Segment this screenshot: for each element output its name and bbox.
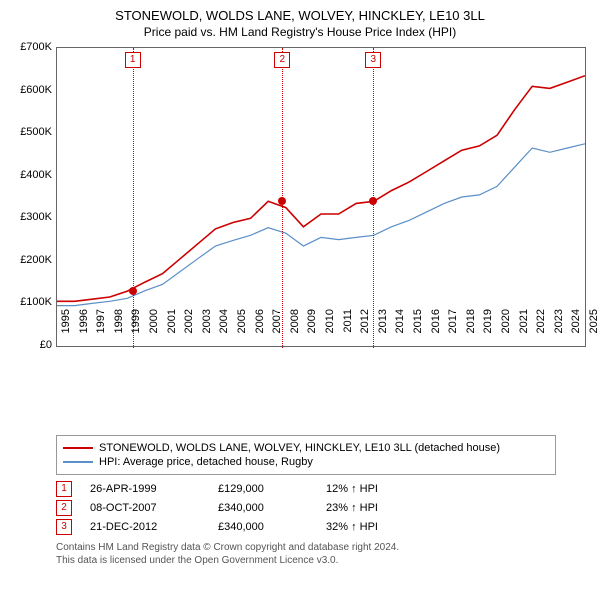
marker-box: 1 xyxy=(125,52,141,68)
legend-row-1: STONEWOLD, WOLDS LANE, WOLVEY, HINCKLEY,… xyxy=(63,442,549,454)
plot-area: 1 2 3 xyxy=(56,47,586,347)
transaction-row: 1 26-APR-1999 £129,000 12% ↑ HPI xyxy=(56,481,592,497)
legend-box: STONEWOLD, WOLDS LANE, WOLVEY, HINCKLEY,… xyxy=(56,435,556,475)
y-tick-label: £200K xyxy=(8,254,52,266)
x-tick-label: 2019 xyxy=(482,309,494,349)
x-tick-label: 2025 xyxy=(588,309,600,349)
y-tick-label: £600K xyxy=(8,84,52,96)
legend-swatch-1 xyxy=(63,447,93,449)
footer-line-1: Contains HM Land Registry data © Crown c… xyxy=(56,541,592,554)
x-tick-label: 2017 xyxy=(447,309,459,349)
legend-swatch-2 xyxy=(63,461,93,463)
x-tick-label: 2014 xyxy=(394,309,406,349)
x-tick-label: 2004 xyxy=(218,309,230,349)
transaction-price: £129,000 xyxy=(218,483,308,495)
transactions-table: 1 26-APR-1999 £129,000 12% ↑ HPI 2 08-OCT-200… xyxy=(56,481,592,535)
legend-row-2: HPI: Average price, detached house, Rugb… xyxy=(63,456,549,468)
chart-subtitle: Price paid vs. HM Land Registry's House … xyxy=(8,25,592,39)
x-tick-label: 2012 xyxy=(359,309,371,349)
transaction-row: 2 08-OCT-2007 £340,000 23% ↑ HPI xyxy=(56,500,592,516)
transaction-delta: 23% ↑ HPI xyxy=(326,502,416,514)
y-tick-label: £300K xyxy=(8,211,52,223)
marker-box: 2 xyxy=(274,52,290,68)
y-tick-label: £500K xyxy=(8,126,52,138)
series-line xyxy=(57,144,585,306)
x-tick-label: 2010 xyxy=(324,309,336,349)
series-line xyxy=(57,76,585,302)
x-tick-label: 2003 xyxy=(201,309,213,349)
transaction-price: £340,000 xyxy=(218,502,308,514)
x-tick-label: 1998 xyxy=(113,309,125,349)
x-tick-label: 2013 xyxy=(377,309,389,349)
plot-svg xyxy=(57,48,585,346)
x-tick-label: 2006 xyxy=(254,309,266,349)
y-tick-label: £700K xyxy=(8,41,52,53)
x-tick-label: 2016 xyxy=(430,309,442,349)
chart-area: 123 £0£100K£200K£300K£400K£500K£600K£700… xyxy=(8,47,592,387)
x-tick-label: 2011 xyxy=(342,309,354,349)
x-tick-label: 2022 xyxy=(535,309,547,349)
marker-vline xyxy=(133,48,134,348)
marker-point xyxy=(129,287,137,295)
transaction-date: 21-DEC-2012 xyxy=(90,521,200,533)
transaction-num-box: 1 xyxy=(56,481,72,497)
x-tick-label: 2020 xyxy=(500,309,512,349)
chart-title: STONEWOLD, WOLDS LANE, WOLVEY, HINCKLEY,… xyxy=(8,8,592,23)
y-tick-label: £0 xyxy=(8,339,52,351)
x-tick-label: 2018 xyxy=(465,309,477,349)
x-tick-label: 2015 xyxy=(412,309,424,349)
x-tick-label: 1996 xyxy=(78,309,90,349)
transaction-date: 08-OCT-2007 xyxy=(90,502,200,514)
footer-text: Contains HM Land Registry data © Crown c… xyxy=(56,541,592,567)
marker-point xyxy=(369,197,377,205)
transaction-price: £340,000 xyxy=(218,521,308,533)
transaction-num-box: 3 xyxy=(56,519,72,535)
legend-label-2: HPI: Average price, detached house, Rugb… xyxy=(99,456,313,468)
footer-line-2: This data is licensed under the Open Gov… xyxy=(56,554,592,567)
x-tick-label: 2002 xyxy=(183,309,195,349)
marker-box: 3 xyxy=(365,52,381,68)
x-tick-label: 2001 xyxy=(166,309,178,349)
x-tick-label: 2007 xyxy=(271,309,283,349)
x-tick-label: 1997 xyxy=(95,309,107,349)
legend-label-1: STONEWOLD, WOLDS LANE, WOLVEY, HINCKLEY,… xyxy=(99,442,500,454)
transaction-delta: 32% ↑ HPI xyxy=(326,521,416,533)
x-tick-label: 2009 xyxy=(306,309,318,349)
x-tick-label: 2023 xyxy=(553,309,565,349)
transaction-delta: 12% ↑ HPI xyxy=(326,483,416,495)
x-tick-label: 2000 xyxy=(148,309,160,349)
x-tick-label: 2024 xyxy=(570,309,582,349)
x-tick-label: 2021 xyxy=(518,309,530,349)
x-tick-label: 2008 xyxy=(289,309,301,349)
transaction-date: 26-APR-1999 xyxy=(90,483,200,495)
y-tick-label: £400K xyxy=(8,169,52,181)
y-tick-label: £100K xyxy=(8,296,52,308)
x-tick-label: 1999 xyxy=(130,309,142,349)
x-tick-label: 1995 xyxy=(60,309,72,349)
transaction-num-box: 2 xyxy=(56,500,72,516)
transaction-row: 3 21-DEC-2012 £340,000 32% ↑ HPI xyxy=(56,519,592,535)
marker-point xyxy=(278,197,286,205)
x-tick-label: 2005 xyxy=(236,309,248,349)
